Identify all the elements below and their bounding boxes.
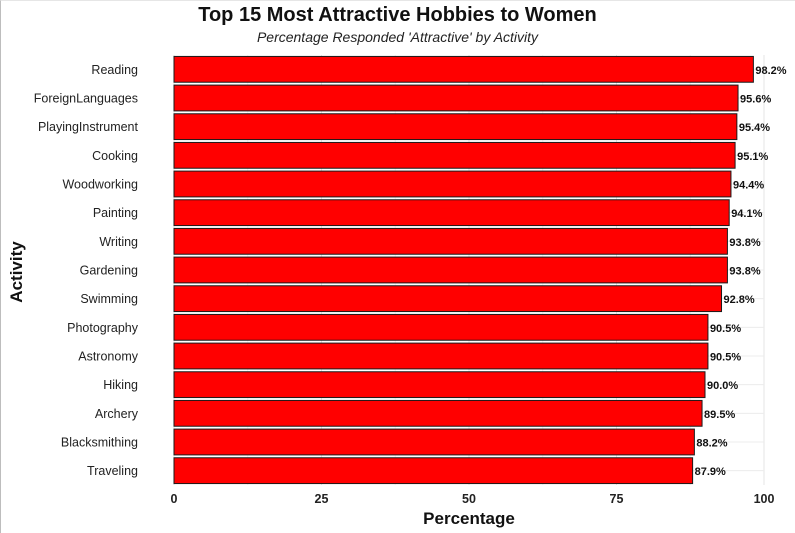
value-label: 95.1% <box>737 151 768 163</box>
bar <box>173 256 728 284</box>
value-label: 95.6% <box>740 94 771 106</box>
value-label: 92.8% <box>724 294 755 306</box>
category-label: ForeignLanguages <box>34 92 138 106</box>
y-axis-label: Activity <box>7 241 26 303</box>
x-tick-label: 50 <box>462 492 476 506</box>
x-tick-label: 100 <box>754 492 775 506</box>
category-label: Painting <box>93 206 138 220</box>
x-tick-label: 0 <box>171 492 178 506</box>
value-label: 87.9% <box>695 466 726 478</box>
category-label: Hiking <box>103 378 138 392</box>
category-label: Archery <box>95 407 139 421</box>
bars <box>173 55 754 485</box>
bar <box>173 170 732 198</box>
category-label: Writing <box>99 235 138 249</box>
bar <box>173 399 703 427</box>
value-label: 98.2% <box>755 65 786 77</box>
value-label: 90.5% <box>710 323 741 335</box>
category-label: Swimming <box>80 292 138 306</box>
bar <box>173 428 695 456</box>
category-label: PlayingInstrument <box>38 120 139 134</box>
chart-subtitle: Percentage Responded 'Attractive' by Act… <box>256 29 539 45</box>
category-label: Cooking <box>92 149 138 163</box>
value-label: 90.0% <box>707 380 738 392</box>
category-label: Photography <box>67 321 139 335</box>
bar <box>173 84 739 112</box>
bar <box>173 141 736 169</box>
x-tick-label: 75 <box>610 492 624 506</box>
value-label: 95.4% <box>739 122 770 134</box>
value-label: 90.5% <box>710 352 741 364</box>
bar <box>173 55 754 83</box>
bar <box>173 342 709 370</box>
bar <box>173 227 728 255</box>
category-label: Woodworking <box>62 178 138 192</box>
bar <box>173 113 738 141</box>
category-label: Traveling <box>87 464 138 478</box>
value-label: 88.2% <box>696 438 727 450</box>
labels: Reading 98.2% ForeignLanguages 95.6% Playing… <box>34 63 787 506</box>
x-axis-label: Percentage <box>423 509 515 528</box>
bar <box>173 457 694 485</box>
value-label: 93.8% <box>729 237 760 249</box>
category-label: Blacksmithing <box>61 436 138 450</box>
category-label: Astronomy <box>78 350 138 364</box>
bar <box>173 371 706 399</box>
bar <box>173 285 723 313</box>
bar <box>173 313 709 341</box>
category-label: Reading <box>91 63 138 77</box>
x-tick-label: 25 <box>315 492 329 506</box>
value-label: 94.4% <box>733 180 764 192</box>
value-label: 93.8% <box>729 266 760 278</box>
bar <box>173 199 730 227</box>
category-label: Gardening <box>80 264 138 278</box>
chart-title: Top 15 Most Attractive Hobbies to Women <box>198 4 597 26</box>
value-label: 94.1% <box>731 208 762 220</box>
value-label: 89.5% <box>704 409 735 421</box>
